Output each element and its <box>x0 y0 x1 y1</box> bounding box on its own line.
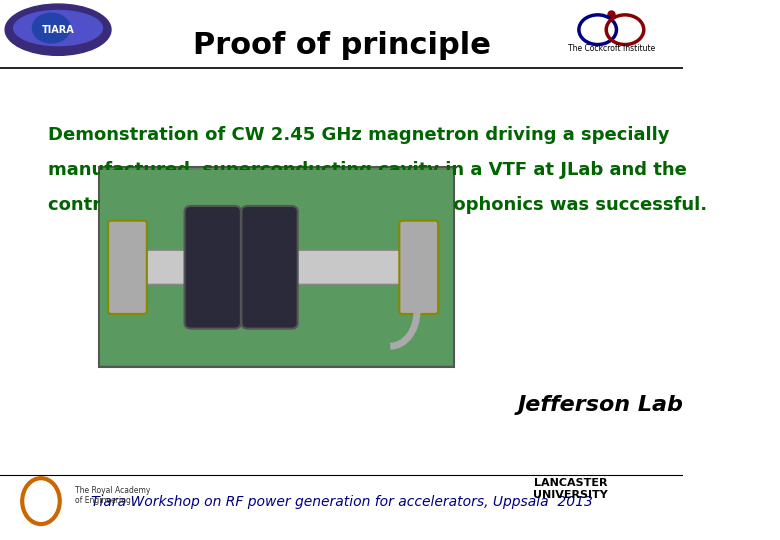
Ellipse shape <box>33 13 70 43</box>
FancyBboxPatch shape <box>101 170 453 364</box>
FancyBboxPatch shape <box>115 250 427 285</box>
Text: Jefferson Lab: Jefferson Lab <box>518 395 684 415</box>
Text: Proof of principle: Proof of principle <box>193 31 491 60</box>
Text: Tiara Workshop on RF power generation for accelerators, Uppsala  2013: Tiara Workshop on RF power generation fo… <box>90 495 593 509</box>
Text: TIARA: TIARA <box>41 25 74 36</box>
Text: manufactured  superconducting cavity in a VTF at JLab and the: manufactured superconducting cavity in a… <box>48 161 686 179</box>
FancyBboxPatch shape <box>108 221 147 314</box>
FancyBboxPatch shape <box>399 221 438 314</box>
Text: control of phase in the presence of microphonics was successful.: control of phase in the presence of micr… <box>48 196 707 214</box>
FancyBboxPatch shape <box>99 167 454 367</box>
FancyBboxPatch shape <box>185 206 241 329</box>
Ellipse shape <box>5 4 111 56</box>
Text: LANCASTER
UNIVERSITY: LANCASTER UNIVERSITY <box>533 478 608 500</box>
Text: The Cockcroft Institute: The Cockcroft Institute <box>568 44 655 53</box>
Text: Demonstration of CW 2.45 GHz magnetron driving a specially: Demonstration of CW 2.45 GHz magnetron d… <box>48 126 669 144</box>
Ellipse shape <box>14 11 102 46</box>
FancyBboxPatch shape <box>241 206 298 329</box>
Text: The Royal Academy
of Engineering: The Royal Academy of Engineering <box>75 486 151 505</box>
